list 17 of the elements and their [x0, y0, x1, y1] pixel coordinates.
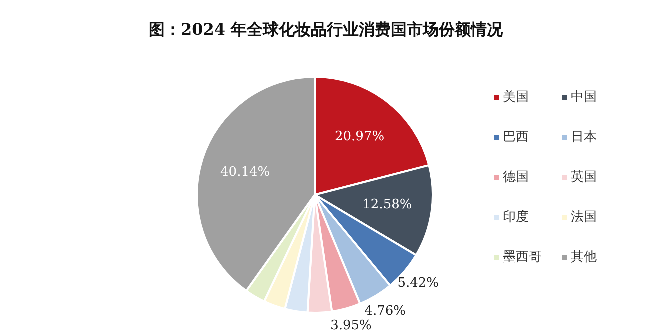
data-label: 4.76%	[364, 304, 406, 319]
legend-label: 其他	[571, 249, 597, 266]
legend-label: 中国	[571, 89, 597, 106]
data-label: 40.14%	[220, 165, 270, 180]
legend-label: 印度	[503, 209, 529, 226]
legend-label: 美国	[503, 89, 529, 106]
chart-title: 图：2024 年全球化妆品行业消费国市场份额情况	[148, 20, 504, 41]
legend-label: 墨西哥	[503, 249, 542, 266]
legend-label: 法国	[571, 209, 597, 226]
legend-label: 英国	[571, 169, 597, 186]
data-label: 12.58%	[362, 198, 412, 213]
data-label: 5.42%	[398, 276, 440, 291]
legend-label: 巴西	[503, 129, 529, 146]
data-label: 20.97%	[334, 130, 385, 145]
data-label: 3.95%	[330, 318, 372, 334]
legend-label: 德国	[503, 169, 529, 186]
legend-label: 日本	[571, 129, 597, 146]
